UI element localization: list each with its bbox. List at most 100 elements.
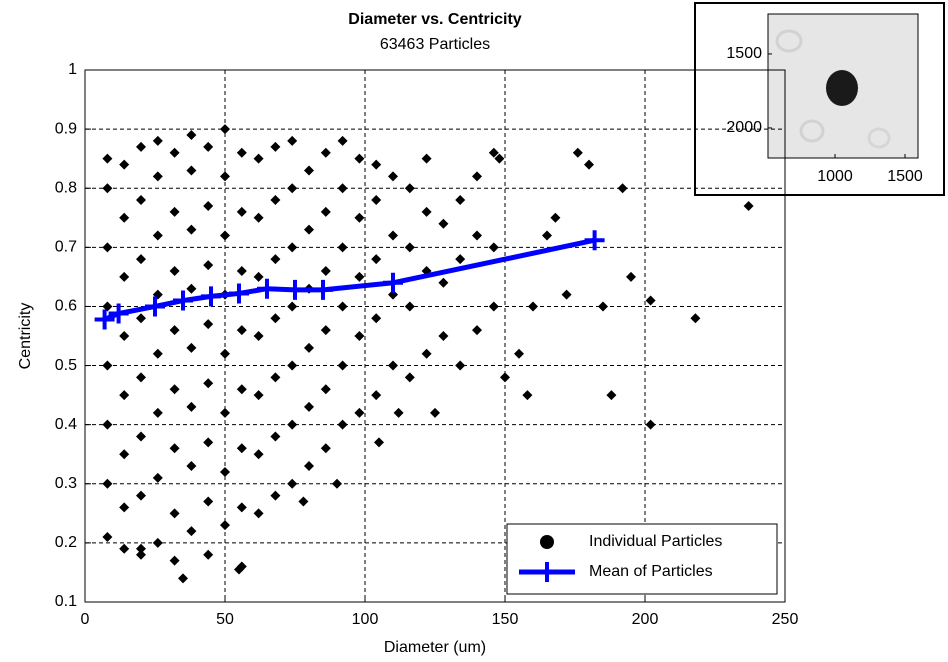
- scatter-point: [152, 537, 163, 548]
- scatter-point: [178, 573, 188, 584]
- scatter-point: [572, 147, 583, 158]
- scatter-point: [626, 271, 636, 282]
- scatter-point: [270, 372, 281, 383]
- scatter-point: [404, 372, 415, 383]
- scatter-point: [186, 224, 197, 235]
- scatter-point: [119, 502, 130, 513]
- scatter-point: [236, 325, 247, 336]
- scatter-point: [220, 171, 230, 182]
- scatter-point: [304, 401, 314, 412]
- scatter-point: [438, 218, 449, 229]
- inset-ring: [775, 29, 803, 53]
- scatter-point: [472, 171, 482, 182]
- scatter-point: [186, 165, 197, 176]
- scatter-point: [371, 195, 382, 206]
- scatter-point: [371, 159, 382, 170]
- scatter-point: [236, 443, 247, 454]
- mean-marker: [145, 296, 165, 317]
- scatter-point: [152, 348, 163, 359]
- scatter-point: [404, 242, 415, 253]
- scatter-point: [287, 183, 298, 194]
- scatter-point: [374, 437, 384, 448]
- scatter-point: [186, 401, 197, 412]
- scatter-point: [253, 331, 264, 341]
- scatter-point: [220, 407, 230, 418]
- scatter-point: [102, 183, 113, 194]
- scatter-point: [119, 331, 130, 341]
- scatter-point: [287, 360, 298, 371]
- scatter-point: [438, 277, 449, 288]
- scatter-point: [371, 254, 382, 265]
- scatter-point: [220, 520, 230, 531]
- scatter-point: [136, 431, 146, 442]
- scatter-point: [421, 153, 432, 164]
- scatter-point: [455, 360, 466, 371]
- scatter-point: [598, 301, 608, 312]
- scatter-point: [136, 254, 146, 265]
- scatter-point: [320, 206, 331, 217]
- scatter-point: [186, 130, 197, 141]
- scatter-point: [102, 153, 113, 164]
- x-tick-label: 150: [492, 611, 519, 628]
- scatter-point: [236, 265, 247, 276]
- scatter-point: [203, 141, 214, 152]
- scatter-point: [220, 230, 230, 241]
- scatter-point: [472, 230, 482, 241]
- scatter-point: [320, 443, 331, 454]
- scatter-point: [169, 508, 180, 519]
- scatter-point: [186, 461, 197, 472]
- scatter-point: [337, 301, 348, 312]
- scatter-point: [136, 313, 146, 324]
- inset-x-tick-label: 1000: [817, 168, 853, 185]
- scatter-point: [203, 319, 214, 330]
- scatter-point: [354, 407, 365, 418]
- scatter-point: [234, 564, 244, 575]
- scatter-point: [690, 313, 701, 324]
- scatter-point: [136, 372, 146, 383]
- scatter-point: [645, 419, 656, 430]
- scatter-point: [220, 466, 230, 477]
- inset-ring: [799, 119, 825, 143]
- mean-marker: [173, 290, 193, 311]
- x-tick-label: 100: [352, 611, 379, 628]
- scatter-point: [388, 289, 398, 300]
- scatter-point: [119, 449, 130, 460]
- scatter-point: [102, 301, 113, 312]
- scatter-point: [152, 135, 163, 146]
- scatter-point: [472, 325, 482, 336]
- scatter-point: [119, 159, 130, 170]
- scatter-point: [388, 360, 398, 371]
- mean-marker: [313, 279, 333, 300]
- y-tick-label: 0.5: [55, 357, 77, 374]
- scatter-point: [354, 331, 365, 341]
- scatter-point: [354, 271, 365, 282]
- scatter-point: [102, 531, 113, 542]
- scatter-point: [136, 549, 146, 560]
- scatter-point: [561, 289, 572, 300]
- scatter-point: [203, 549, 214, 560]
- scatter-point: [287, 419, 298, 430]
- scatter-point: [203, 496, 214, 507]
- scatter-point: [169, 265, 180, 276]
- chart-subtitle: 63463 Particles: [380, 36, 490, 53]
- scatter-point: [253, 153, 264, 164]
- scatter-point: [152, 171, 163, 182]
- mean-marker: [201, 286, 221, 307]
- scatter-point: [337, 242, 348, 253]
- scatter-point: [488, 301, 499, 312]
- scatter-point: [203, 437, 214, 448]
- scatter-point: [494, 153, 505, 164]
- scatter-point: [253, 508, 264, 519]
- scatter-point: [236, 502, 247, 513]
- y-tick-label: 1: [68, 61, 77, 78]
- scatter-point: [645, 295, 656, 306]
- scatter-point: [169, 384, 180, 395]
- scatter-point: [152, 230, 163, 241]
- scatter-point: [421, 348, 432, 359]
- scatter-point: [253, 212, 264, 223]
- scatter-point: [421, 206, 432, 217]
- scatter-point: [388, 230, 398, 241]
- scatter-point: [542, 230, 552, 241]
- scatter-point: [371, 313, 382, 324]
